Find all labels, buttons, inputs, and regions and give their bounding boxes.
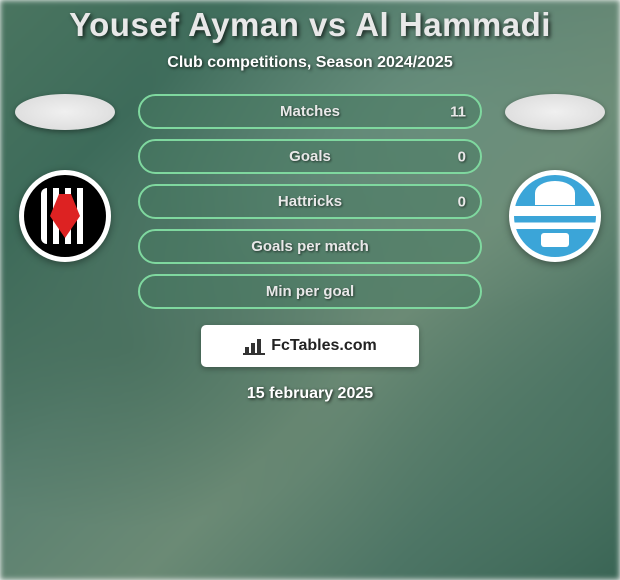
stat-label: Hattricks xyxy=(278,193,342,210)
chart-icon xyxy=(243,337,265,355)
left-club-badge xyxy=(19,170,111,262)
stat-row-goals: Goals 0 xyxy=(138,139,482,174)
comparison-title: Yousef Ayman vs Al Hammadi xyxy=(0,6,620,44)
right-avatar-placeholder xyxy=(505,94,605,130)
stat-right-value: 0 xyxy=(458,193,466,210)
right-player-column xyxy=(500,94,610,262)
card-content: Yousef Ayman vs Al Hammadi Club competit… xyxy=(0,0,620,403)
stat-label: Matches xyxy=(280,103,340,120)
stat-label: Goals xyxy=(289,148,331,165)
date-text: 15 february 2025 xyxy=(0,385,620,403)
right-club-badge xyxy=(509,170,601,262)
subtitle: Club competitions, Season 2024/2025 xyxy=(0,54,620,72)
left-player-column xyxy=(10,94,120,262)
stat-right-value: 0 xyxy=(458,148,466,165)
stats-column: Matches 11 Goals 0 Hattricks 0 Goals per… xyxy=(138,94,482,309)
stat-label: Goals per match xyxy=(251,238,369,255)
stat-right-value: 11 xyxy=(450,103,466,120)
stat-row-hattricks: Hattricks 0 xyxy=(138,184,482,219)
brand-box[interactable]: FcTables.com xyxy=(201,325,419,367)
stat-row-goals-per-match: Goals per match xyxy=(138,229,482,264)
left-club-badge-inner xyxy=(24,175,106,257)
brand-text: FcTables.com xyxy=(271,337,377,355)
left-avatar-placeholder xyxy=(15,94,115,130)
stat-row-matches: Matches 11 xyxy=(138,94,482,129)
right-club-badge-inner xyxy=(514,175,596,257)
stat-label: Min per goal xyxy=(266,283,354,300)
stat-row-min-per-goal: Min per goal xyxy=(138,274,482,309)
main-row: Matches 11 Goals 0 Hattricks 0 Goals per… xyxy=(0,94,620,309)
